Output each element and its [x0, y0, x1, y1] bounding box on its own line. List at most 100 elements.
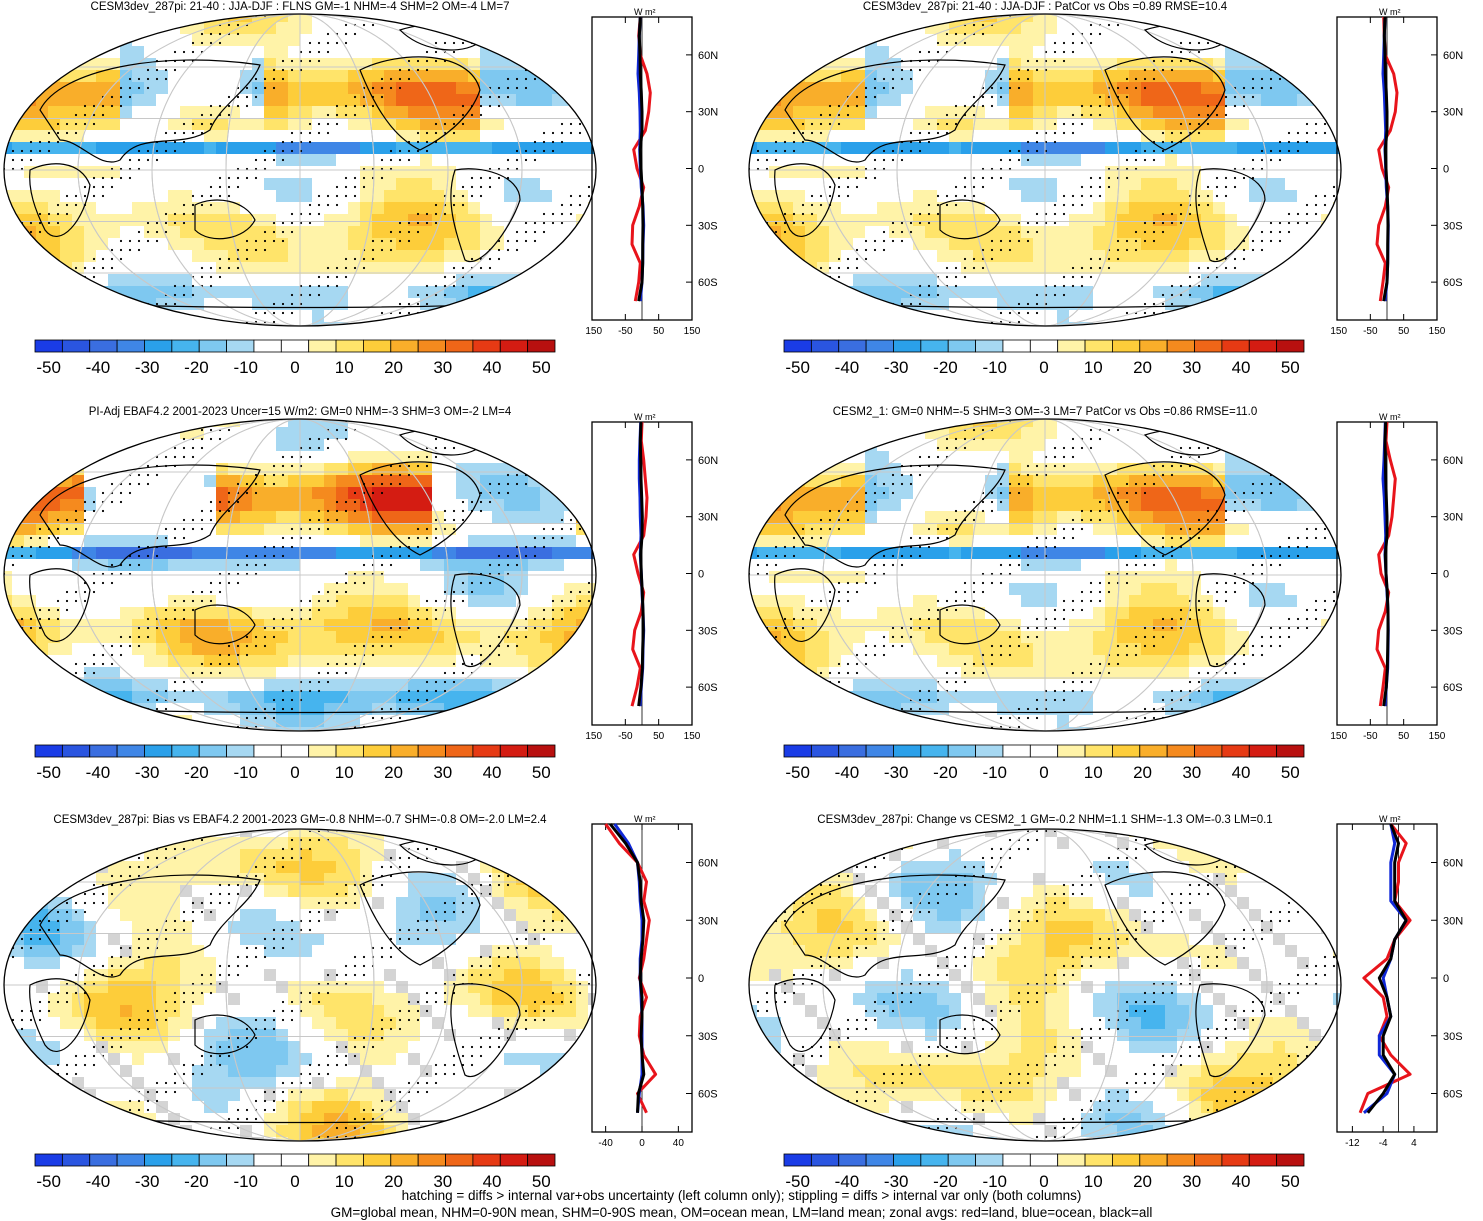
stipple-dot: [1071, 203, 1075, 207]
map-cell: [348, 178, 361, 191]
map-cell: [504, 46, 517, 59]
map-cell: [420, 511, 433, 524]
map-cell: [372, 202, 385, 215]
map-cell: [829, 322, 842, 326]
map-cell: [120, 511, 133, 524]
map-cell: [1045, 238, 1058, 251]
map-cell: [1105, 118, 1118, 131]
map-cell: [1105, 130, 1118, 143]
map-cell: [528, 547, 541, 560]
stipple-dot: [560, 284, 564, 288]
map-cell: [817, 238, 830, 251]
map-cell: [516, 226, 529, 239]
map-cell: [817, 226, 830, 239]
map-cell: [1249, 310, 1262, 323]
stipple-dot: [810, 131, 814, 135]
map-cell: [781, 34, 794, 47]
map-cell: [336, 310, 349, 323]
map-cell: [540, 419, 553, 428]
map-cell: [72, 499, 85, 512]
map-cell: [432, 118, 445, 131]
stipple-dot: [434, 50, 438, 54]
map-cell: [192, 475, 205, 488]
stipple-dot: [1080, 284, 1084, 288]
stipple-dot: [290, 221, 294, 225]
map-cell: [396, 106, 409, 119]
stipple-dot: [380, 239, 384, 243]
map-cell: [853, 298, 866, 311]
map-cell: [4, 166, 13, 179]
map-cell: [1189, 310, 1202, 323]
stipple-dot: [272, 158, 276, 162]
stipple-dot: [335, 284, 339, 288]
map-cell: [937, 82, 950, 95]
stipple-dot: [542, 221, 546, 225]
map-cell: [1273, 238, 1286, 251]
map-cell: [1117, 178, 1130, 191]
stipple-dot: [398, 158, 402, 162]
map-cell: [528, 178, 541, 191]
stipple-dot: [1062, 131, 1066, 135]
map-cell: [240, 298, 253, 311]
map-cell: [96, 202, 109, 215]
stipple-dot: [1035, 293, 1039, 297]
map-cell: [504, 511, 517, 524]
stipple-dot: [110, 257, 114, 261]
map-cell: [336, 118, 349, 131]
map-cell: [228, 190, 241, 203]
stipple-dot: [1080, 194, 1084, 198]
map-cell: [949, 142, 962, 155]
map-cell: [72, 451, 85, 464]
stipple-dot: [263, 248, 267, 252]
map-cell: [420, 178, 433, 191]
map-cell: [168, 34, 181, 47]
stipple-dot: [434, 221, 438, 225]
map-cell: [144, 511, 157, 524]
stipple-dot: [470, 185, 474, 189]
map-cell: [252, 190, 265, 203]
map-cell: [853, 142, 866, 155]
stipple-dot: [1053, 221, 1057, 225]
map-cell: [1309, 262, 1322, 275]
map-cell: [564, 46, 577, 59]
stipple-dot: [173, 50, 177, 54]
stipple-dot: [873, 176, 877, 180]
stipple-dot: [954, 194, 958, 198]
colorbar-tick-label: 20: [384, 358, 403, 377]
map-cell: [865, 22, 878, 35]
map-cell: [300, 310, 313, 323]
stipple-dot: [29, 158, 33, 162]
map-cell: [829, 22, 842, 35]
map-cell: [1141, 226, 1154, 239]
stipple-dot: [1017, 86, 1021, 90]
map-cell: [264, 559, 277, 572]
map-cell: [240, 166, 253, 179]
map-cell: [805, 298, 818, 311]
map-cell: [180, 310, 193, 323]
stipple-dot: [801, 131, 805, 135]
map-cell: [480, 58, 493, 71]
map-cell: [252, 14, 265, 23]
map-cell: [973, 214, 986, 227]
map-cell: [408, 130, 421, 143]
map-cell: [749, 322, 758, 326]
stipple-dot: [380, 77, 384, 81]
stipple-dot: [200, 122, 204, 126]
map-cell: [1237, 58, 1250, 71]
map-cell: [324, 94, 337, 107]
map-cell: [1117, 130, 1130, 143]
stipple-dot: [1224, 95, 1228, 99]
map-cell: [120, 190, 133, 203]
map-cell: [757, 14, 770, 23]
map-cell: [829, 298, 842, 311]
map-cell: [96, 475, 109, 488]
map-cell: [1057, 202, 1070, 215]
map-cell: [1081, 310, 1094, 323]
stipple-dot: [864, 320, 868, 324]
map-cell: [576, 535, 589, 548]
zonal-x-tick-label: -150: [1330, 326, 1347, 337]
map-cell: [396, 547, 409, 560]
stipple-dot: [101, 194, 105, 198]
stipple-dot: [891, 158, 895, 162]
stipple-dot: [1215, 275, 1219, 279]
